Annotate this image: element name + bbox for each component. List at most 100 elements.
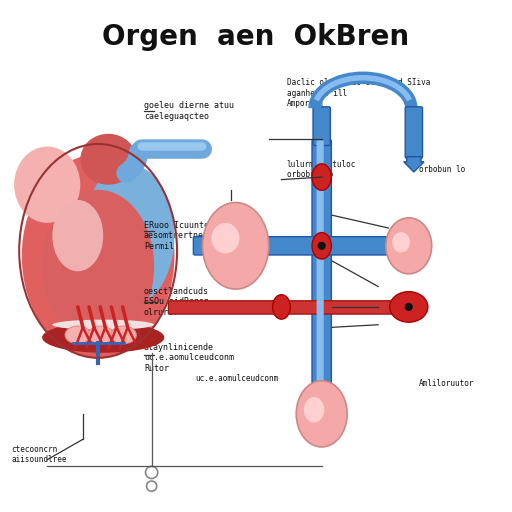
Point <box>227 187 233 193</box>
Point <box>88 339 94 346</box>
Point <box>95 339 101 346</box>
Point <box>120 339 126 346</box>
Line: 2 pts: 2 pts <box>94 327 102 343</box>
Point <box>154 299 160 305</box>
Point <box>124 324 131 330</box>
Point <box>102 324 109 330</box>
Point <box>319 463 325 470</box>
Point <box>375 304 381 310</box>
FancyBboxPatch shape <box>316 140 324 422</box>
Ellipse shape <box>111 326 136 344</box>
Line: 2 pts: 2 pts <box>116 327 124 343</box>
Point <box>141 299 147 305</box>
Line: 2 pts: 2 pts <box>105 327 113 343</box>
Text: ctecooncrn
aiisoundlree: ctecooncrn aiisoundlree <box>12 445 67 464</box>
FancyBboxPatch shape <box>312 139 331 424</box>
Point <box>102 324 109 330</box>
Text: orbobun lo: orbobun lo <box>419 165 465 174</box>
Line: 2 pts: 2 pts <box>120 327 127 348</box>
Point <box>375 322 381 328</box>
FancyArrow shape <box>403 157 424 172</box>
Ellipse shape <box>390 292 428 322</box>
Point <box>95 360 101 366</box>
Line: 2 pts: 2 pts <box>78 307 83 327</box>
Point <box>329 304 335 310</box>
Point <box>148 463 155 470</box>
Point <box>102 324 109 330</box>
Point <box>329 324 335 330</box>
Line: 2 pts: 2 pts <box>332 325 378 327</box>
Point <box>124 324 131 330</box>
Point <box>121 339 127 346</box>
Point <box>119 304 125 310</box>
Ellipse shape <box>312 164 331 190</box>
FancyBboxPatch shape <box>313 107 330 145</box>
Circle shape <box>317 242 326 250</box>
Point <box>266 136 272 142</box>
Point <box>72 345 78 351</box>
Line: 2 pts: 2 pts <box>100 307 105 327</box>
Text: alaynlinicende
uc.e.aomulceudconm
Rutor: alaynlinicende uc.e.aomulceudconm Rutor <box>144 343 234 373</box>
Text: ERuoo Icuunte|
aesomtrertne
Permil.: ERuoo Icuunte| aesomtrertne Permil. <box>144 221 214 250</box>
Ellipse shape <box>296 381 347 447</box>
Point <box>329 258 335 264</box>
Point <box>141 108 147 114</box>
Ellipse shape <box>65 326 91 344</box>
Ellipse shape <box>42 322 164 353</box>
Ellipse shape <box>312 232 331 259</box>
Point <box>141 227 147 233</box>
Point <box>106 345 112 351</box>
Ellipse shape <box>304 397 324 422</box>
Point <box>83 345 90 351</box>
Ellipse shape <box>211 223 240 253</box>
Line: 2 pts: 2 pts <box>127 327 135 343</box>
Text: oesctlandcuds
ESOu aidBenon
olrurs?: oesctlandcuds ESOu aidBenon olrurs? <box>144 287 209 317</box>
Line: 2 pts: 2 pts <box>122 307 127 327</box>
Point <box>132 339 138 346</box>
Ellipse shape <box>83 164 175 307</box>
Line: 2 pts: 2 pts <box>47 439 83 460</box>
FancyBboxPatch shape <box>194 237 400 255</box>
Text: Amliloruutor: Amliloruutor <box>419 379 475 388</box>
Text: goeleu dierne atuu
caeleguaqcteo: goeleu dierne atuu caeleguaqcteo <box>144 101 234 120</box>
Line: 2 pts: 2 pts <box>83 327 91 343</box>
Line: 2 pts: 2 pts <box>75 327 83 348</box>
Point <box>110 339 116 346</box>
Ellipse shape <box>386 218 432 274</box>
Point <box>279 177 285 183</box>
Point <box>75 304 81 310</box>
Ellipse shape <box>88 326 114 344</box>
Point <box>91 324 97 330</box>
Point <box>319 136 325 142</box>
Ellipse shape <box>203 203 269 289</box>
FancyBboxPatch shape <box>405 107 422 158</box>
Ellipse shape <box>80 134 136 185</box>
Text: Daclic olaigrlio olrached SIiva
aganhe vo ill
Amporomn: Daclic olaigrlio olrached SIiva aganhe v… <box>287 78 430 108</box>
Point <box>319 174 325 180</box>
Point <box>80 411 86 417</box>
Ellipse shape <box>42 190 154 343</box>
Point <box>386 225 392 231</box>
Line: 2 pts: 2 pts <box>112 307 116 327</box>
Point <box>151 352 157 358</box>
Point <box>91 324 97 330</box>
Text: uc.e.aomulceudconm: uc.e.aomulceudconm <box>195 374 278 382</box>
Point <box>95 345 101 351</box>
Point <box>151 227 157 233</box>
Point <box>80 436 86 442</box>
FancyBboxPatch shape <box>168 301 404 314</box>
Point <box>86 304 92 310</box>
Text: Orgen  aen  OkBren: Orgen aen OkBren <box>102 23 410 51</box>
Point <box>44 457 50 463</box>
Line: 2 pts: 2 pts <box>332 261 378 287</box>
Point <box>141 352 147 358</box>
Point <box>97 304 103 310</box>
Line: 2 pts: 2 pts <box>98 327 105 348</box>
Point <box>70 339 76 346</box>
Ellipse shape <box>52 319 154 330</box>
Line: 2 pts: 2 pts <box>332 215 389 228</box>
Point <box>80 324 86 330</box>
Point <box>113 324 119 330</box>
Ellipse shape <box>14 146 80 223</box>
Point <box>117 345 123 351</box>
